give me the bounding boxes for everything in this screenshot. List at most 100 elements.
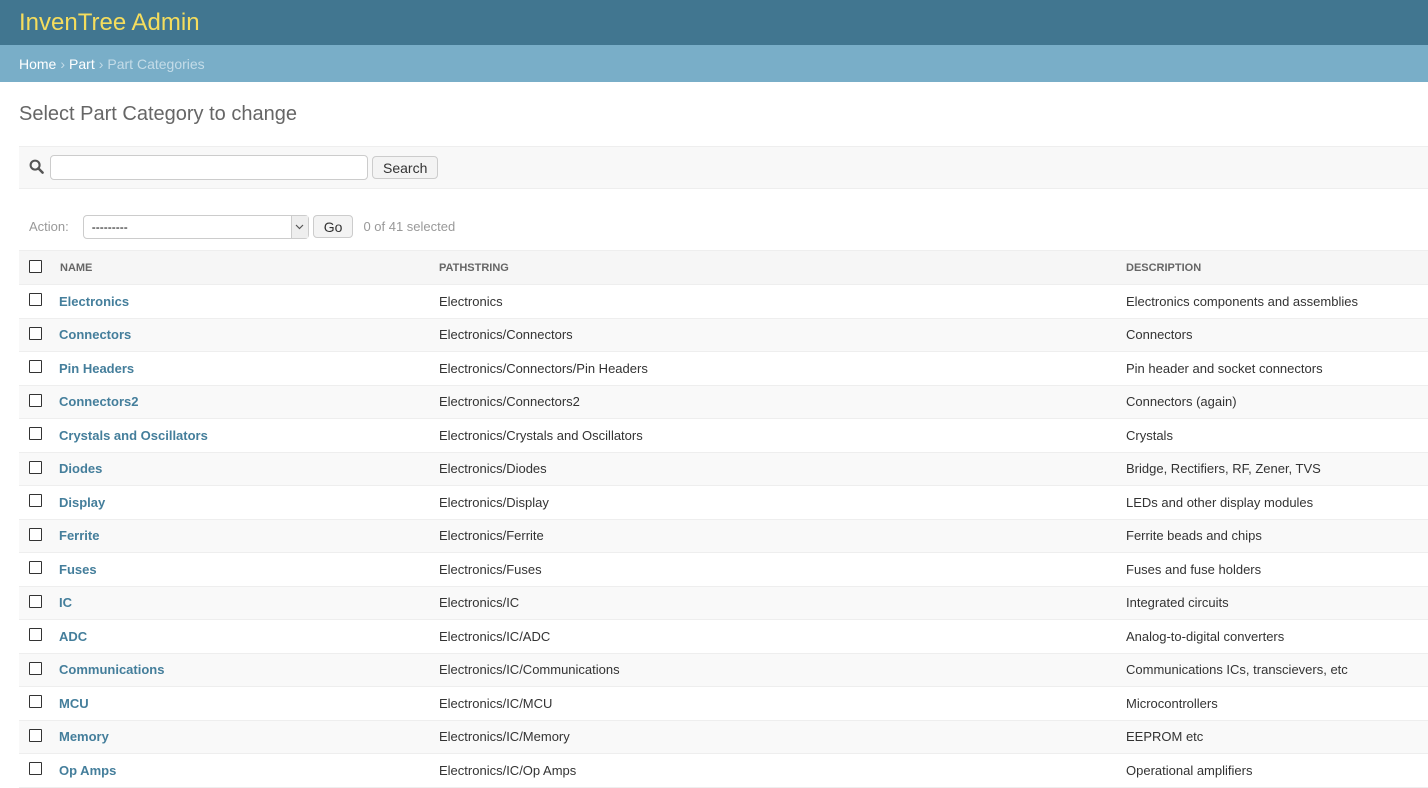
pathstring-cell: Electronics/Ferrite: [438, 519, 1125, 553]
select-all-checkbox[interactable]: [29, 259, 42, 273]
pathstring-cell: Electronics/Fuses: [438, 552, 1125, 587]
description-cell: Pin header and socket connectors: [1125, 351, 1428, 386]
name-cell: Display: [55, 485, 438, 520]
name-cell: Op Amps: [55, 753, 438, 788]
column-header-description[interactable]: Description: [1125, 250, 1428, 285]
category-link[interactable]: Connectors: [59, 327, 132, 343]
row-checkbox[interactable]: [29, 628, 42, 642]
table-row: Electronics Electronics Electronics compon…: [19, 284, 1428, 319]
go-button[interactable]: Go: [312, 215, 354, 238]
row-select-cell: [19, 318, 55, 352]
row-select-cell: [19, 418, 55, 453]
action-select[interactable]: ---------: [82, 214, 309, 239]
description-cell: Integrated circuits: [1125, 586, 1428, 620]
table-row: Crystals and Oscillators Electronics/Crys…: [19, 418, 1428, 453]
table-row: Op Amps Electronics/IC/Op Amps Operational…: [19, 753, 1428, 788]
row-select-cell: [19, 720, 55, 754]
row-checkbox[interactable]: [29, 527, 42, 541]
category-link[interactable]: Communications: [59, 662, 165, 678]
table-header-row: Name Pathstring Description: [19, 250, 1428, 285]
row-select-cell: [19, 519, 55, 553]
category-link[interactable]: IC: [59, 595, 72, 611]
row-checkbox[interactable]: [29, 695, 42, 709]
pathstring-cell: Electronics/IC/ADC: [438, 619, 1125, 654]
search-input[interactable]: [50, 155, 368, 180]
description-cell: EEPROM etc: [1125, 720, 1428, 754]
pathstring-cell: Electronics/Display: [438, 485, 1125, 520]
description-cell: Connectors: [1125, 318, 1428, 352]
description-cell: Bridge, Rectifiers, RF, Zener, TVS: [1125, 452, 1428, 486]
pathstring-cell: Electronics/IC/Memory: [438, 720, 1125, 754]
breadcrumb-separator: ›: [98, 55, 104, 72]
row-checkbox[interactable]: [29, 561, 42, 575]
results-table: Name Pathstring Description Electronics E…: [19, 250, 1428, 788]
row-select-cell: [19, 619, 55, 654]
name-cell: Connectors: [55, 318, 438, 352]
search-button[interactable]: Search: [372, 156, 439, 179]
row-select-cell: [19, 385, 55, 419]
name-cell: IC: [55, 586, 438, 620]
description-cell: Fuses and fuse holders: [1125, 552, 1428, 587]
category-link[interactable]: Diodes: [59, 461, 103, 477]
description-cell: Communications ICs, transcievers, etc: [1125, 653, 1428, 687]
category-link[interactable]: MCU: [59, 695, 89, 711]
pathstring-cell: Electronics: [438, 284, 1125, 319]
row-select-cell: [19, 284, 55, 319]
description-cell: Analog-to-digital converters: [1125, 619, 1428, 654]
description-cell: Microcontrollers: [1125, 686, 1428, 721]
table-row: MCU Electronics/IC/MCU Microcontrollers: [19, 686, 1428, 721]
chevron-down-icon: [290, 215, 308, 238]
category-link[interactable]: Fuses: [59, 561, 97, 577]
name-cell: Connectors2: [55, 385, 438, 419]
table-row: Display Electronics/Display LEDs and other…: [19, 485, 1428, 520]
pathstring-cell: Electronics/Connectors/Pin Headers: [438, 351, 1125, 386]
row-checkbox[interactable]: [29, 427, 42, 441]
column-header-name[interactable]: Name: [55, 250, 438, 285]
row-checkbox[interactable]: [29, 393, 42, 407]
category-link[interactable]: Memory: [59, 729, 109, 745]
table-row: Memory Electronics/IC/Memory EEPROM etc: [19, 720, 1428, 754]
name-cell: Crystals and Oscillators: [55, 418, 438, 453]
name-cell: Pin Headers: [55, 351, 438, 386]
name-cell: Fuses: [55, 552, 438, 587]
breadcrumb: Home › Part › Part Categories: [0, 45, 1428, 82]
category-link[interactable]: Display: [59, 494, 106, 510]
description-cell: Operational amplifiers: [1125, 753, 1428, 788]
category-link[interactable]: Connectors2: [59, 394, 139, 410]
row-checkbox[interactable]: [29, 326, 42, 340]
action-selected-value: ---------: [91, 219, 128, 234]
category-link[interactable]: Electronics: [59, 293, 130, 309]
pathstring-cell: Electronics/IC/Op Amps: [438, 753, 1125, 788]
row-checkbox[interactable]: [29, 494, 42, 508]
row-checkbox[interactable]: [29, 762, 42, 776]
row-checkbox[interactable]: [29, 594, 42, 608]
breadcrumb-home[interactable]: Home: [19, 55, 57, 72]
pathstring-cell: Electronics/Crystals and Oscillators: [438, 418, 1125, 453]
description-cell: Ferrite beads and chips: [1125, 519, 1428, 553]
description-cell: Connectors (again): [1125, 385, 1428, 419]
breadcrumb-part[interactable]: Part: [69, 55, 95, 72]
row-checkbox[interactable]: [29, 360, 42, 374]
category-link[interactable]: Pin Headers: [59, 360, 135, 376]
name-cell: Memory: [55, 720, 438, 754]
category-link[interactable]: Op Amps: [59, 762, 117, 778]
pathstring-cell: Electronics/Connectors: [438, 318, 1125, 352]
row-checkbox[interactable]: [29, 728, 42, 742]
breadcrumb-separator: ›: [60, 55, 66, 72]
row-checkbox[interactable]: [29, 661, 42, 675]
page-title: Select Part Category to change: [19, 103, 297, 125]
selection-counter: 0 of 41 selected: [363, 219, 456, 234]
description-cell: Crystals: [1125, 418, 1428, 453]
row-checkbox[interactable]: [29, 293, 42, 307]
category-link[interactable]: Ferrite: [59, 528, 100, 544]
pathstring-cell: Electronics/IC/MCU: [438, 686, 1125, 721]
category-link[interactable]: ADC: [59, 628, 88, 644]
row-select-cell: [19, 686, 55, 721]
search-toolbar: Search: [19, 146, 1428, 189]
row-checkbox[interactable]: [29, 460, 42, 474]
row-select-cell: [19, 552, 55, 587]
category-link[interactable]: Crystals and Oscillators: [59, 427, 208, 443]
select-all-cell: [19, 250, 55, 285]
site-title[interactable]: InvenTree Admin: [19, 8, 200, 36]
column-header-pathstring[interactable]: Pathstring: [438, 250, 1125, 285]
